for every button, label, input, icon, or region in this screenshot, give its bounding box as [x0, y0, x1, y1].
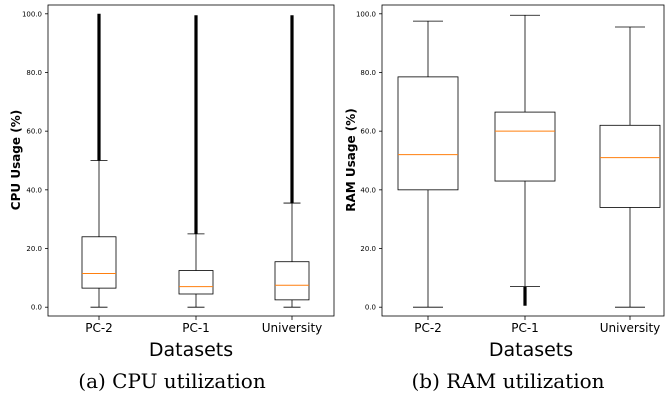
cpu-box-pc-1 [178, 15, 214, 308]
ram-iqr-box [599, 124, 661, 208]
ram-caption: (b) RAM utilization [411, 369, 604, 393]
ram-box-pc-1 [494, 14, 556, 306]
ram-plot-frame [381, 4, 665, 317]
ram-x-ticks: PC-2 PC-1 University [414, 316, 660, 335]
ram-y-axis-label: RAM Usage (%) [344, 108, 358, 212]
ram-y-tick-label: 40.0 [360, 186, 376, 194]
ram-y-tick-label: 100.0 [356, 10, 376, 18]
cpu-x-tick-label: University [262, 321, 323, 335]
cpu-y-tick-label: 20.0 [26, 245, 42, 253]
ram-x-axis-label: Datasets [489, 339, 573, 361]
ram-iqr-box [494, 111, 556, 182]
cpu-y-tick-label: 40.0 [26, 186, 42, 194]
ram-box-pc-2 [397, 20, 459, 308]
cpu-y-tick-label: 60.0 [26, 128, 42, 136]
cpu-x-tick-label: PC-1 [182, 321, 210, 335]
cpu-chart-panel: 0.0 20.0 40.0 60.0 80.0 100.0 PC-2 PC-1 Univers… [9, 4, 335, 393]
ram-x-tick-label: PC-1 [511, 321, 539, 335]
ram-y-tick-label: 20.0 [360, 245, 376, 253]
cpu-y-ticks: 0.0 20.0 40.0 60.0 80.0 100.0 [22, 10, 48, 312]
cpu-caption: (a) CPU utilization [78, 369, 266, 393]
cpu-iqr-box [81, 236, 117, 289]
cpu-x-tick-label: PC-2 [85, 321, 113, 335]
cpu-y-axis-label: CPU Usage (%) [9, 110, 23, 210]
cpu-box-university [274, 15, 310, 308]
cpu-y-tick-label: 80.0 [26, 69, 42, 77]
cpu-iqr-box [178, 270, 214, 295]
cpu-box-pc-2 [81, 13, 117, 308]
ram-y-tick-label: 80.0 [360, 69, 376, 77]
cpu-x-axis-label: Datasets [149, 339, 233, 361]
ram-x-tick-label: PC-2 [414, 321, 442, 335]
ram-iqr-box [397, 76, 459, 191]
cpu-plot-frame [47, 4, 335, 317]
cpu-marks [81, 13, 310, 308]
ram-box-university [599, 26, 661, 308]
ram-y-tick-label: 0.0 [365, 304, 376, 312]
ram-y-ticks: 0.0 20.0 40.0 60.0 80.0 100.0 [356, 10, 382, 312]
cpu-x-ticks: PC-2 PC-1 University [85, 316, 322, 335]
ram-chart-panel: 0.0 20.0 40.0 60.0 80.0 100.0 PC-2 PC-1 Univers… [344, 4, 665, 393]
cpu-iqr-box [274, 261, 310, 301]
cpu-y-tick-label: 100.0 [22, 10, 42, 18]
ram-x-tick-label: University [600, 321, 661, 335]
ram-y-tick-label: 60.0 [360, 128, 376, 136]
cpu-y-tick-label: 0.0 [31, 304, 42, 312]
ram-marks [397, 14, 661, 308]
